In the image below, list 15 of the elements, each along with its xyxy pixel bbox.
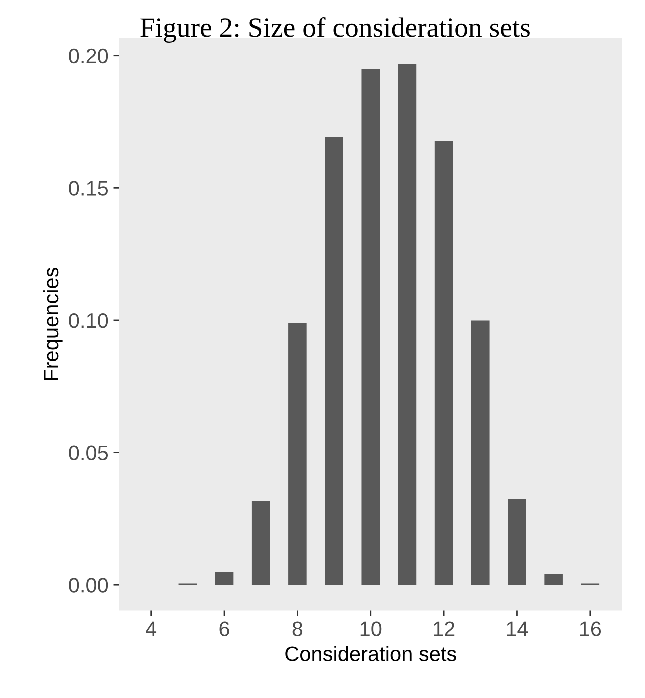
chart-title: Figure 2: Size of consideration sets [140,17,530,43]
y-tick-label: 0.10 [69,313,108,328]
y-axis-title: Frequencies [43,268,63,380]
x-tick-label: 4 [146,622,157,636]
x-tick-label: 12 [434,622,455,636]
x-tick-label: 16 [580,622,602,636]
y-tick-label: 0.20 [69,48,108,64]
x-tick-label: 14 [507,622,528,636]
y-tick-label: 0.05 [69,446,108,461]
x-axis-title: Consideration sets [286,646,456,662]
x-tick-label: 6 [220,622,230,636]
y-tick-label: 0.00 [69,578,108,593]
x-tick-label: 8 [292,622,303,636]
y-tick-label: 0.15 [69,181,108,196]
x-tick-label: 10 [360,622,382,636]
